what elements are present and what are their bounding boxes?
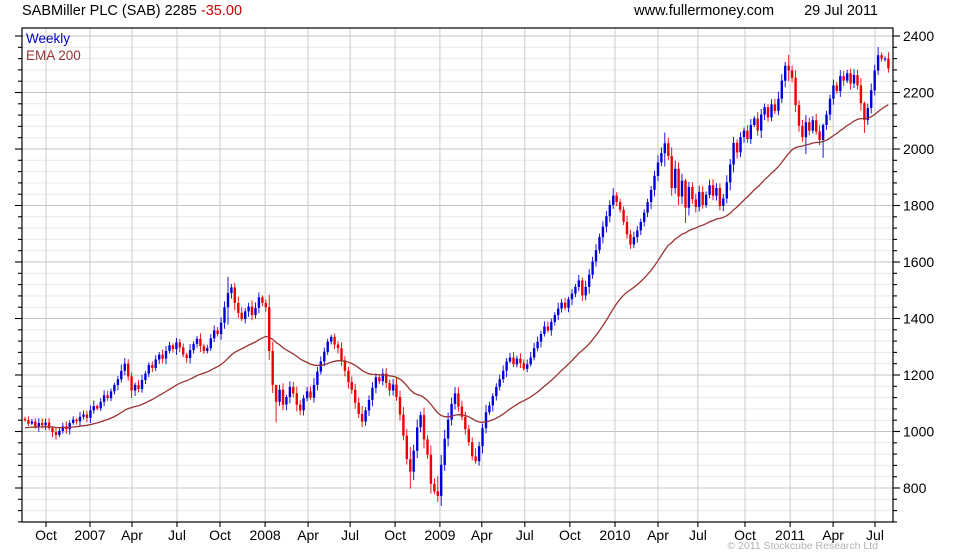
svg-text:Oct: Oct — [209, 527, 231, 543]
svg-text:Apr: Apr — [822, 527, 844, 543]
svg-text:Jul: Jul — [516, 527, 534, 543]
ema-line — [24, 104, 889, 429]
svg-text:2009: 2009 — [424, 527, 455, 543]
website-text: www.fullermoney.com — [634, 3, 775, 19]
svg-text:800: 800 — [903, 480, 927, 496]
grid-vertical — [45, 28, 876, 522]
plot-frame — [21, 27, 894, 523]
svg-text:1600: 1600 — [903, 254, 934, 270]
svg-text:2008: 2008 — [250, 527, 281, 543]
price-change: -35.00 — [200, 3, 243, 19]
svg-text:Oct: Oct — [559, 527, 581, 543]
chart-date: 29 Jul 2011 — [804, 3, 878, 19]
legend-ema-200: EMA 200 — [26, 48, 81, 63]
svg-text:Apr: Apr — [471, 527, 493, 543]
y-axis-ticks — [15, 35, 900, 523]
svg-text:Apr: Apr — [121, 527, 143, 543]
svg-text:Jul: Jul — [689, 527, 707, 543]
svg-text:1200: 1200 — [903, 367, 934, 383]
svg-text:2007: 2007 — [74, 527, 105, 543]
svg-text:Oct: Oct — [35, 527, 57, 543]
svg-text:2011: 2011 — [775, 527, 805, 543]
svg-text:2010: 2010 — [599, 527, 630, 543]
source-bar: www.fullermoney.com 29 Jul 2011 — [634, 3, 878, 19]
svg-text:2000: 2000 — [903, 141, 934, 157]
candlestick-layer — [23, 47, 890, 506]
svg-text:2200: 2200 — [903, 85, 934, 101]
instrument-title: SABMiller PLC (SAB) 2285 — [22, 3, 197, 19]
x-axis-ticks — [45, 522, 876, 527]
svg-text:1000: 1000 — [903, 424, 934, 440]
svg-text:1400: 1400 — [903, 311, 934, 327]
svg-text:Jul: Jul — [341, 527, 359, 543]
svg-text:Apr: Apr — [647, 527, 669, 543]
chart-header: SABMiller PLC (SAB) 2285 -35.00 www.full… — [0, 0, 980, 24]
copyright-notice: © 2011 Stockcube Research Ltd — [727, 540, 878, 552]
grid-major-horizontal — [22, 35, 893, 489]
svg-text:1800: 1800 — [903, 198, 934, 214]
chart-legend: Weekly EMA 200 — [26, 30, 81, 64]
svg-text:Oct: Oct — [734, 527, 756, 543]
grid-minor-horizontal — [22, 46, 893, 512]
svg-text:Oct: Oct — [384, 527, 406, 543]
legend-series-weekly: Weekly — [26, 31, 71, 46]
svg-text:Apr: Apr — [297, 527, 319, 543]
y-axis-labels: 800 1000 1200 1400 1600 1800 2000 2200 2400 — [903, 28, 934, 496]
svg-text:Jul: Jul — [168, 527, 186, 543]
chart-title: SABMiller PLC (SAB) 2285 -35.00 — [22, 3, 242, 19]
x-axis-labels: Oct 2007 Apr Jul Oct 2008 Apr Jul Oct 2009 Apr Jul O… — [35, 527, 884, 543]
svg-text:2400: 2400 — [903, 28, 934, 44]
svg-text:Jul: Jul — [866, 527, 884, 543]
